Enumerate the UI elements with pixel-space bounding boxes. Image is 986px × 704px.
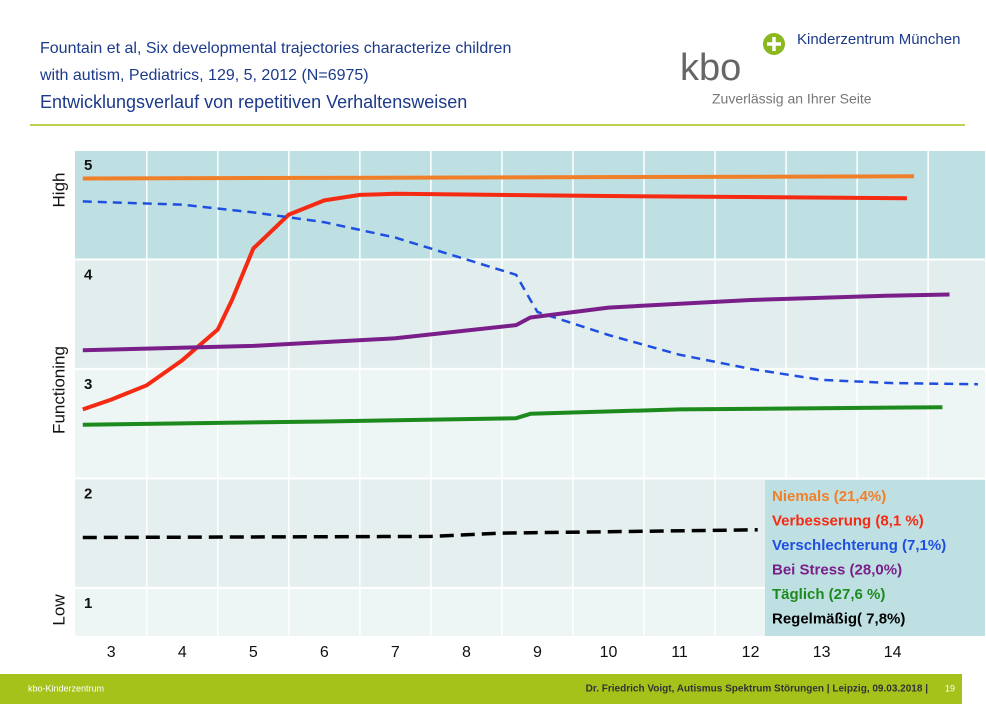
legend-entry: Verschlechterung (7,1%) [772, 537, 946, 554]
x-tick-label: 13 [813, 644, 831, 661]
trajectory-line [82, 528, 758, 540]
x-tick-label: 12 [742, 644, 760, 661]
trajectory-line [82, 174, 915, 181]
legend-entry: Regelmäßig( 7,8%) [772, 610, 905, 627]
logo: kbo [680, 47, 741, 89]
legend-entry: Niemals (21,4%) [772, 488, 886, 505]
footer-bar [0, 674, 962, 704]
trajectory-line [82, 405, 943, 427]
x-tick-label: 9 [533, 644, 542, 661]
x-tick-label: 3 [107, 644, 116, 661]
band [75, 150, 985, 260]
legend-entry: Täglich (27,6 %) [772, 586, 885, 603]
x-tick-label: 11 [671, 644, 688, 661]
y-tick-label: 1 [84, 595, 92, 612]
title-line: Fountain et al, Six developmental trajec… [40, 40, 511, 57]
trajectory-line [82, 292, 950, 353]
trajectory-line [82, 191, 907, 412]
y-axis-label: High [49, 173, 68, 208]
footer-left: kbo-Kinderzentrum [28, 683, 104, 693]
x-tick-label: 8 [462, 644, 471, 661]
title-line: with autism, Pediatrics, 129, 5, 2012 (N… [39, 67, 369, 84]
logo-slogan: Zuverlässig an Ihrer Seite [712, 91, 872, 107]
y-tick-label: 2 [84, 485, 92, 502]
legend-entry: Bei Stress (28,0%) [772, 561, 902, 578]
x-tick-label: 7 [391, 644, 400, 661]
x-tick-label: 14 [884, 644, 902, 661]
logo-plus [767, 37, 781, 51]
title-line: Entwicklungsverlauf von repetitiven Verh… [40, 92, 467, 112]
y-axis-label: Functioning [49, 346, 68, 434]
legend-entry: Verbesserung (8,1 %) [772, 512, 924, 529]
footer-right: Dr. Friedrich Voigt, Autismus Spektrum S… [586, 684, 929, 695]
y-tick-label: 3 [84, 376, 92, 393]
y-tick-label: 5 [84, 157, 92, 174]
x-tick-label: 4 [178, 644, 187, 661]
x-tick-label: 5 [249, 644, 258, 661]
legend-box [765, 480, 985, 636]
page-number: 19 [945, 683, 955, 693]
y-axis-label: Low [49, 594, 68, 626]
band [75, 259, 985, 369]
trajectory-line [82, 200, 978, 386]
logo-org: Kinderzentrum München [797, 31, 960, 48]
x-tick-label: 10 [600, 644, 618, 661]
x-tick-label: 6 [320, 644, 329, 661]
y-tick-label: 4 [84, 266, 93, 283]
